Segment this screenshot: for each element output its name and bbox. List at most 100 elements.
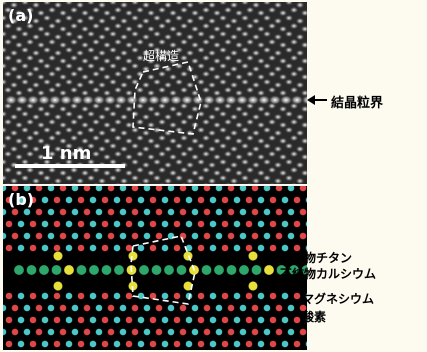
lattice-spot bbox=[223, 6, 233, 14]
lattice-spot bbox=[201, 54, 211, 62]
calcium-atom bbox=[288, 264, 300, 276]
lattice-spot bbox=[141, 49, 151, 57]
lattice-spot bbox=[152, 14, 162, 22]
lattice-spot bbox=[284, 158, 294, 166]
magnesium-atom bbox=[17, 340, 25, 348]
magnesium-atom bbox=[23, 328, 31, 336]
lattice-spot bbox=[119, 65, 129, 73]
lattice-spot bbox=[141, 177, 151, 184]
lattice-spot bbox=[69, 6, 79, 14]
lattice-spot bbox=[262, 78, 272, 86]
lattice-spot bbox=[256, 105, 266, 113]
magnesium-atom bbox=[95, 186, 103, 192]
lattice-spot bbox=[157, 70, 167, 78]
lattice-spot bbox=[223, 22, 233, 30]
lattice-spot bbox=[124, 89, 134, 97]
lattice-spot bbox=[146, 73, 156, 81]
magnesium-atom bbox=[305, 316, 307, 324]
lattice-spot bbox=[207, 129, 217, 137]
magnesium-atom bbox=[281, 220, 289, 228]
oxygen-atom bbox=[155, 232, 163, 240]
lattice-spot bbox=[185, 113, 195, 121]
lattice-spot bbox=[3, 134, 13, 142]
magnesium-atom bbox=[305, 220, 307, 228]
magnesium-atom bbox=[119, 304, 127, 312]
magnesium-atom bbox=[23, 304, 31, 312]
lattice-spot bbox=[130, 62, 140, 70]
lattice-spot bbox=[20, 14, 30, 22]
lattice-spot bbox=[152, 126, 162, 134]
lattice-spot bbox=[97, 49, 107, 57]
lattice-spot bbox=[64, 62, 74, 70]
magnesium-atom bbox=[161, 340, 169, 348]
lattice-spot bbox=[256, 89, 266, 97]
lattice-spot bbox=[190, 105, 200, 113]
oxygen-atom bbox=[5, 220, 13, 228]
lattice-spot bbox=[113, 166, 123, 174]
grain-boundary-spot bbox=[26, 95, 40, 105]
lattice-spot bbox=[141, 17, 151, 25]
grain-boundary-arrow-line bbox=[313, 99, 327, 101]
lattice-spot bbox=[240, 126, 250, 134]
calcium-atom bbox=[113, 264, 125, 276]
magnesium-atom bbox=[143, 208, 151, 216]
lattice-spot bbox=[42, 126, 52, 134]
lattice-spot bbox=[97, 2, 107, 9]
lattice-spot bbox=[146, 121, 156, 129]
lattice-spot bbox=[135, 38, 145, 46]
oxygen-atom bbox=[149, 244, 157, 252]
grain-boundary-spot bbox=[59, 95, 73, 105]
magnesium-atom bbox=[113, 316, 121, 324]
lattice-spot bbox=[262, 2, 272, 6]
lattice-spot bbox=[185, 17, 195, 25]
lattice-spot bbox=[174, 174, 184, 182]
grain-boundary-spot bbox=[257, 95, 271, 105]
magnesium-atom bbox=[209, 220, 217, 228]
lattice-spot bbox=[234, 73, 244, 81]
grain-boundary-spot bbox=[235, 95, 249, 105]
oxygen-atom bbox=[251, 304, 259, 312]
oxygen-atom bbox=[149, 196, 157, 204]
lattice-spot bbox=[3, 46, 8, 54]
lattice-spot bbox=[108, 78, 118, 86]
magnesium-atom bbox=[17, 220, 25, 228]
lattice-spot bbox=[146, 169, 156, 177]
lattice-spot bbox=[201, 70, 211, 78]
lattice-spot bbox=[69, 54, 79, 62]
lattice-spot bbox=[300, 105, 307, 113]
magnesium-atom bbox=[281, 196, 289, 204]
lattice-spot bbox=[218, 78, 228, 86]
magnesium-atom bbox=[17, 244, 25, 252]
lattice-spot bbox=[97, 113, 107, 121]
oxygen-atom bbox=[131, 208, 139, 216]
lattice-spot bbox=[20, 142, 30, 150]
lattice-spot bbox=[262, 46, 272, 54]
lattice-spot bbox=[113, 150, 123, 158]
lattice-spot bbox=[53, 145, 63, 153]
lattice-spot bbox=[190, 169, 200, 177]
magnesium-atom bbox=[239, 186, 247, 192]
lattice-spot bbox=[146, 89, 156, 97]
grain-boundary-spot bbox=[202, 95, 216, 105]
oxygen-atom bbox=[275, 208, 283, 216]
oxygen-atom bbox=[227, 186, 235, 192]
lattice-spot bbox=[157, 22, 167, 30]
oxygen-atom bbox=[125, 244, 133, 252]
oxygen-atom bbox=[77, 340, 85, 348]
calcium-atom bbox=[13, 264, 25, 276]
magnesium-atom bbox=[257, 196, 265, 204]
lattice-spot bbox=[102, 73, 112, 81]
oxygen-atom bbox=[155, 328, 163, 336]
lattice-spot bbox=[300, 121, 307, 129]
lattice-spot bbox=[20, 126, 30, 134]
scale-bar bbox=[15, 164, 125, 168]
lattice-spot bbox=[256, 41, 266, 49]
lattice-spot bbox=[207, 113, 217, 121]
lattice-spot bbox=[47, 150, 57, 158]
lattice-spot bbox=[273, 145, 283, 153]
legend-magnesium: マグネシウム bbox=[302, 292, 375, 306]
lattice-spot bbox=[300, 73, 307, 81]
lattice-spot bbox=[141, 161, 151, 169]
lattice-spot bbox=[108, 142, 118, 150]
lattice-spot bbox=[80, 137, 90, 145]
